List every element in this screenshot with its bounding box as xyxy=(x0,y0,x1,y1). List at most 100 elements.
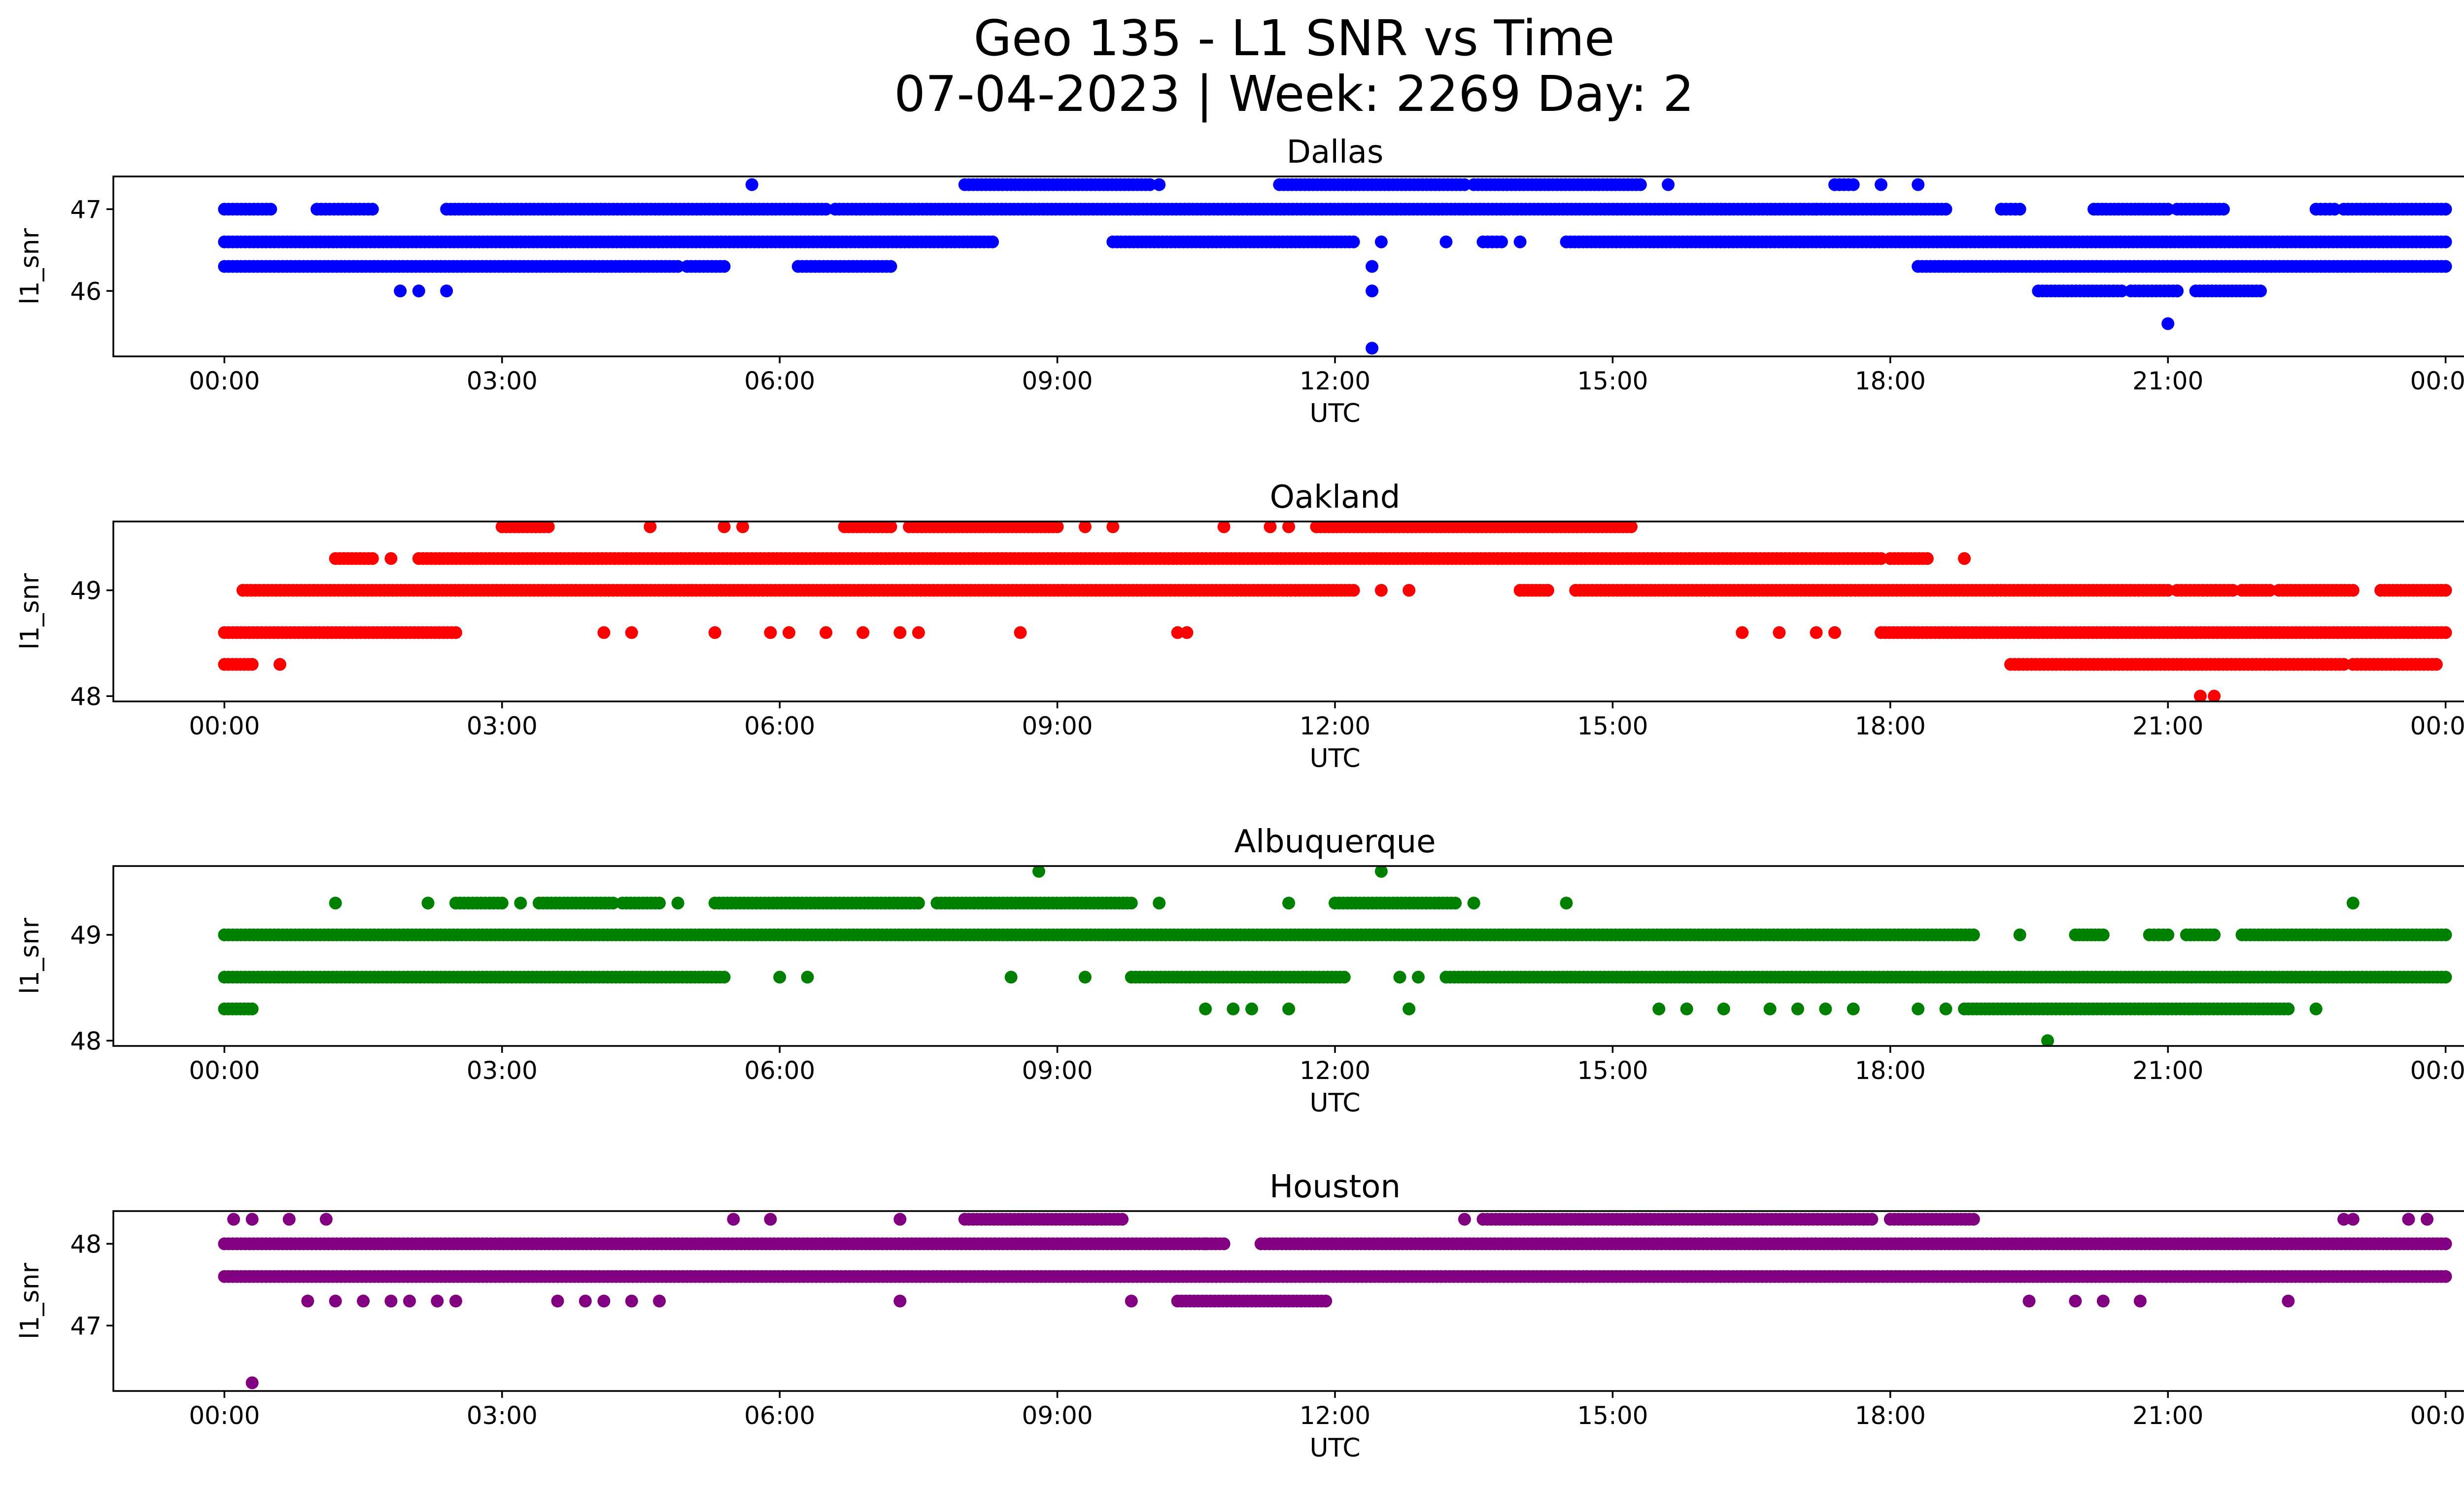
panel-albuquerque-y-axis-label: l1_snr xyxy=(15,917,45,994)
figure-title-line-2: 07-04-2023 | Week: 2269 Day: 2 xyxy=(894,65,1694,123)
data-point xyxy=(885,260,897,273)
data-point xyxy=(1958,552,1971,565)
x-tick-label: 12:00 xyxy=(1300,1056,1370,1085)
data-point xyxy=(1079,971,1092,983)
data-point xyxy=(1940,203,1952,215)
data-point xyxy=(718,260,731,273)
data-point xyxy=(1514,236,1527,248)
data-point xyxy=(2014,203,2026,215)
data-point xyxy=(246,1003,259,1015)
data-point xyxy=(2430,658,2443,671)
data-point xyxy=(1153,178,1165,191)
data-point xyxy=(1967,929,1980,941)
x-tick-label: 21:00 xyxy=(2132,367,2203,395)
x-tick-label: 00:00 xyxy=(189,1056,260,1085)
x-tick-label: 03:00 xyxy=(467,712,538,740)
panel-albuquerque-x-axis-label: UTC xyxy=(1309,1088,1360,1118)
x-tick-label: 03:00 xyxy=(467,367,538,395)
data-point xyxy=(2439,584,2452,597)
data-point xyxy=(912,897,925,909)
data-point xyxy=(1199,1003,1212,1015)
y-tick-label: 49 xyxy=(70,921,102,950)
x-tick-label: 18:00 xyxy=(1855,1056,1926,1085)
panel-oakland-y-axis-label: l1_snr xyxy=(15,573,45,650)
data-point xyxy=(1282,897,1295,909)
data-point xyxy=(1366,260,1378,273)
y-tick-label: 49 xyxy=(70,577,102,605)
figure-title-line-1: Geo 135 - L1 SNR vs Time xyxy=(974,9,1615,67)
data-point xyxy=(2347,584,2360,597)
data-point xyxy=(1403,1003,1415,1015)
y-tick-label: 47 xyxy=(70,195,102,224)
data-point xyxy=(718,971,731,983)
data-point xyxy=(1847,178,1860,191)
y-tick-label: 48 xyxy=(70,1027,102,1055)
data-point xyxy=(1819,1003,1832,1015)
panel-dallas-y-axis-label: l1_snr xyxy=(15,228,45,305)
panel-dallas-x-axis-label: UTC xyxy=(1309,399,1360,428)
data-point xyxy=(1810,203,1823,215)
data-point xyxy=(1717,1003,1730,1015)
data-point xyxy=(2254,284,2267,297)
data-point xyxy=(1181,626,1194,639)
x-tick-label: 00:00 xyxy=(189,712,260,740)
x-tick-label: 06:00 xyxy=(744,1056,815,1085)
data-point xyxy=(1347,584,1360,597)
data-point xyxy=(366,203,379,215)
x-tick-label: 12:00 xyxy=(1300,367,1370,395)
data-point xyxy=(2217,203,2230,215)
data-point xyxy=(440,284,453,297)
data-point xyxy=(1810,626,1823,639)
data-point xyxy=(2347,897,2360,909)
data-point xyxy=(394,284,407,297)
data-point xyxy=(2439,929,2452,941)
data-point xyxy=(1912,1003,1924,1015)
x-tick-label: 15:00 xyxy=(1577,1056,1648,1085)
data-point xyxy=(1153,897,1165,909)
data-point xyxy=(2161,317,2174,330)
data-point xyxy=(246,658,259,671)
data-point xyxy=(1449,897,1462,909)
data-point xyxy=(496,897,509,909)
data-point xyxy=(1847,1003,1860,1015)
panel-albuquerque-title: Albuquerque xyxy=(1234,824,1436,860)
data-point xyxy=(1495,236,1508,248)
data-point xyxy=(1282,1003,1295,1015)
data-point xyxy=(1403,584,1415,597)
data-point xyxy=(514,897,527,909)
data-point xyxy=(912,626,925,639)
data-point xyxy=(274,658,286,671)
x-tick-label: 09:00 xyxy=(1022,1056,1093,1085)
data-point xyxy=(1468,897,1480,909)
data-point xyxy=(783,626,795,639)
data-point xyxy=(625,626,638,639)
data-point xyxy=(1347,236,1360,248)
data-point xyxy=(1541,584,1554,597)
x-tick-label: 00:00 xyxy=(2410,712,2464,740)
data-point xyxy=(2161,929,2174,941)
x-tick-label: 12:00 xyxy=(1300,712,1370,740)
data-point xyxy=(2439,626,2452,639)
data-point xyxy=(1875,178,1887,191)
data-point xyxy=(1828,626,1841,639)
data-point xyxy=(412,284,425,297)
data-point xyxy=(764,626,777,639)
panel-dallas-title: Dallas xyxy=(1287,134,1384,171)
data-point xyxy=(2439,203,2452,215)
data-point xyxy=(1245,1003,1258,1015)
data-point xyxy=(801,971,814,983)
data-point xyxy=(1412,971,1425,983)
x-tick-label: 09:00 xyxy=(1022,367,1093,395)
data-point xyxy=(2014,929,2026,941)
x-tick-label: 00:00 xyxy=(2410,367,2464,395)
data-point xyxy=(264,203,277,215)
x-tick-label: 18:00 xyxy=(1855,712,1926,740)
data-point xyxy=(2439,260,2452,273)
data-point xyxy=(1375,584,1388,597)
data-point xyxy=(653,897,666,909)
data-point xyxy=(1014,626,1027,639)
data-point xyxy=(2171,284,2184,297)
data-point xyxy=(1218,1237,1231,1250)
x-tick-label: 21:00 xyxy=(2132,712,2203,740)
data-point xyxy=(1338,971,1351,983)
